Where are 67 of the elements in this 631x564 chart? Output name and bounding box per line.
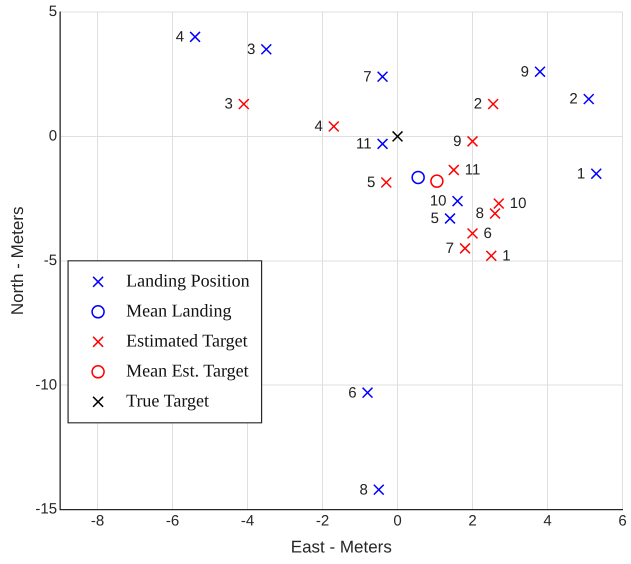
point bbox=[583, 93, 594, 105]
x-axis-title: East - Meters bbox=[290, 537, 392, 556]
legend-label: Estimated Target bbox=[126, 330, 248, 351]
x-tick-label: 2 bbox=[468, 512, 477, 530]
x-tick-label: -4 bbox=[240, 512, 254, 530]
annotation: 1 bbox=[576, 165, 586, 182]
point bbox=[376, 138, 388, 150]
point bbox=[489, 208, 501, 220]
annotation: 1 bbox=[502, 247, 511, 264]
annotation: 5 bbox=[430, 210, 440, 228]
x-tick-label: 0 bbox=[393, 512, 402, 530]
legend-label: Mean Landing bbox=[126, 300, 232, 321]
point bbox=[328, 120, 340, 132]
point bbox=[459, 242, 471, 254]
y-tick-label: 5 bbox=[48, 3, 58, 20]
point bbox=[466, 136, 478, 148]
point bbox=[260, 44, 272, 56]
point bbox=[534, 66, 546, 78]
y-tick-label: 0 bbox=[48, 128, 58, 145]
annotation: 2 bbox=[569, 90, 578, 108]
y-tick-label: -15 bbox=[35, 500, 58, 518]
legend-label: True Target bbox=[126, 390, 209, 411]
annotation: 9 bbox=[520, 63, 530, 80]
annotation: 6 bbox=[484, 225, 492, 242]
annotation: 8 bbox=[476, 205, 484, 222]
point bbox=[430, 174, 444, 188]
point bbox=[238, 98, 250, 110]
annotation: 11 bbox=[356, 136, 372, 153]
point bbox=[392, 130, 404, 142]
point bbox=[362, 386, 374, 398]
point bbox=[448, 164, 460, 176]
x-tick-label: -6 bbox=[166, 512, 180, 530]
point bbox=[466, 228, 478, 240]
point bbox=[487, 98, 499, 110]
point bbox=[376, 70, 388, 82]
y-tick-label: -10 bbox=[35, 376, 58, 394]
x-tick-label: 6 bbox=[618, 512, 627, 530]
point bbox=[486, 250, 497, 262]
y-axis-title: North - Meters bbox=[8, 206, 27, 316]
annotation: 4 bbox=[314, 118, 323, 136]
annotation: 10 bbox=[510, 195, 526, 212]
annotation: 9 bbox=[453, 133, 462, 150]
annotation: 3 bbox=[246, 40, 256, 58]
x-tick-label: 4 bbox=[543, 512, 552, 530]
annotation: 8 bbox=[359, 481, 368, 498]
y-tick-label: -5 bbox=[44, 252, 58, 269]
legend-label: Landing Position bbox=[126, 270, 250, 291]
annotation: 11 bbox=[464, 162, 480, 179]
x-tick-label: -8 bbox=[90, 512, 104, 530]
annotation: 3 bbox=[224, 96, 233, 113]
point bbox=[373, 484, 384, 496]
point bbox=[590, 168, 602, 180]
annotation: 10 bbox=[430, 192, 447, 210]
point bbox=[493, 198, 504, 210]
x-tick-label: -2 bbox=[316, 512, 330, 530]
legend-label: Mean Est. Target bbox=[126, 360, 249, 381]
point bbox=[444, 212, 456, 224]
annotation: 7 bbox=[363, 68, 372, 86]
point bbox=[189, 31, 201, 43]
annotation: 6 bbox=[348, 384, 357, 402]
point bbox=[380, 176, 392, 188]
annotation: 4 bbox=[176, 28, 184, 46]
annotation: 2 bbox=[474, 96, 482, 113]
point bbox=[452, 195, 464, 207]
annotation: 5 bbox=[366, 174, 376, 192]
point bbox=[411, 170, 425, 184]
annotation: 7 bbox=[446, 240, 454, 257]
